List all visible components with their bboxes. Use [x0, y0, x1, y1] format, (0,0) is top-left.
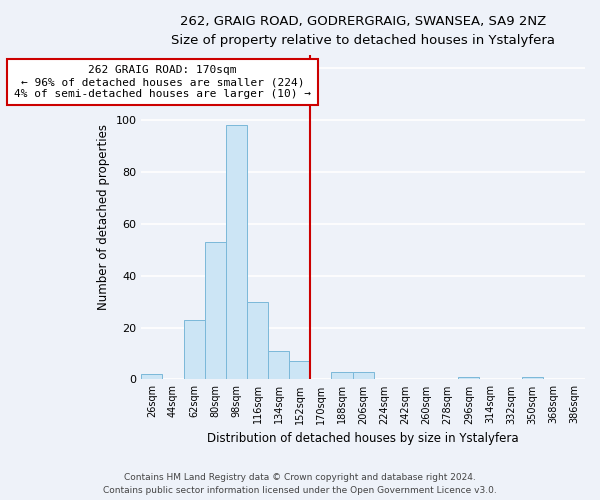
Bar	[184, 320, 205, 380]
Bar	[142, 374, 163, 380]
Text: 262 GRAIG ROAD: 170sqm
← 96% of detached houses are smaller (224)
4% of semi-det: 262 GRAIG ROAD: 170sqm ← 96% of detached…	[14, 66, 311, 98]
Bar	[353, 372, 374, 380]
Bar	[331, 372, 353, 380]
Bar	[226, 125, 247, 380]
Bar	[268, 351, 289, 380]
Bar	[205, 242, 226, 380]
Y-axis label: Number of detached properties: Number of detached properties	[97, 124, 110, 310]
Bar	[458, 377, 479, 380]
Bar	[521, 377, 543, 380]
Bar	[289, 362, 310, 380]
Text: Contains HM Land Registry data © Crown copyright and database right 2024.
Contai: Contains HM Land Registry data © Crown c…	[103, 474, 497, 495]
Title: 262, GRAIG ROAD, GODRERGRAIG, SWANSEA, SA9 2NZ
Size of property relative to deta: 262, GRAIG ROAD, GODRERGRAIG, SWANSEA, S…	[171, 15, 555, 47]
Bar	[247, 302, 268, 380]
X-axis label: Distribution of detached houses by size in Ystalyfera: Distribution of detached houses by size …	[208, 432, 519, 445]
